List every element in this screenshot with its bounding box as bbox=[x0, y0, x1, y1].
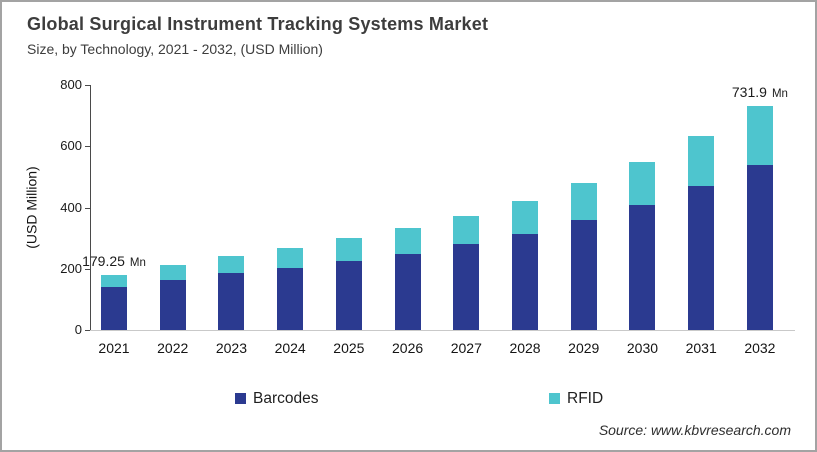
x-axis-line bbox=[90, 330, 795, 331]
x-tick-label-2027: 2027 bbox=[450, 340, 482, 356]
x-tick-label-2026: 2026 bbox=[392, 340, 424, 356]
bar-rfid-2022 bbox=[159, 265, 186, 281]
bar-rfid-2027 bbox=[453, 216, 480, 245]
total-label-value: 179.25 bbox=[82, 253, 125, 270]
bar-rfid-2026 bbox=[394, 228, 421, 254]
bar-barcodes-2027 bbox=[453, 244, 480, 330]
bar-rfid-2023 bbox=[218, 255, 245, 274]
y-tick-label-600: 600 bbox=[60, 138, 82, 154]
bar-barcodes-2021 bbox=[101, 287, 127, 330]
y-axis-line bbox=[90, 85, 91, 331]
x-tick-label-2030: 2030 bbox=[626, 340, 659, 356]
bar-barcodes-2023 bbox=[218, 273, 245, 330]
y-tick-label-800: 800 bbox=[60, 77, 82, 92]
x-tick-label-2021: 2021 bbox=[98, 340, 130, 356]
legend-label-barcodes: Barcodes bbox=[253, 390, 319, 407]
bar-barcodes-2028 bbox=[512, 234, 539, 330]
bar-rfid-2028 bbox=[512, 201, 539, 235]
y-tick-mark-600 bbox=[85, 146, 90, 148]
x-tick-label-2028: 2028 bbox=[509, 340, 541, 356]
bar-barcodes-2032 bbox=[746, 164, 773, 330]
bar-rfid-2025 bbox=[335, 238, 362, 262]
x-tick-label-2031: 2031 bbox=[685, 340, 717, 356]
x-tick-label-2032: 2032 bbox=[744, 340, 776, 356]
x-tick-label-2022: 2022 bbox=[157, 340, 189, 356]
bar-barcodes-2026 bbox=[394, 253, 421, 330]
total-label-unit: Mn bbox=[129, 257, 146, 270]
bar-barcodes-2022 bbox=[159, 280, 186, 330]
bar-rfid-2031 bbox=[688, 136, 715, 187]
total-label-value: 731.9 bbox=[731, 83, 767, 100]
total-label-unit: Mn bbox=[771, 87, 788, 100]
x-tick-label-2024: 2024 bbox=[274, 340, 306, 356]
legend-item-barcodes: Barcodes bbox=[235, 391, 318, 406]
total-label-2021: 179.25 Mn bbox=[82, 253, 146, 269]
bar-barcodes-2024 bbox=[277, 267, 304, 330]
chart-title: Global Surgical Instrument Tracking Syst… bbox=[27, 14, 489, 34]
legend-swatch-rfid bbox=[549, 393, 560, 404]
bar-barcodes-2029 bbox=[570, 220, 597, 330]
y-tick-label-200: 200 bbox=[60, 260, 82, 276]
bar-barcodes-2031 bbox=[688, 186, 715, 330]
legend-swatch-barcodes bbox=[235, 393, 246, 404]
source-text: Source: www.kbvresearch.com bbox=[598, 422, 791, 438]
y-tick-label-400: 400 bbox=[60, 199, 82, 215]
x-tick-label-2029: 2029 bbox=[568, 340, 600, 356]
legend-item-rfid: RFID bbox=[549, 391, 603, 406]
bar-rfid-2024 bbox=[277, 247, 304, 268]
bar-rfid-2032 bbox=[746, 105, 773, 165]
chart-subtitle: Size, by Technology, 2021 - 2032, (USD M… bbox=[27, 41, 323, 57]
y-tick-mark-200 bbox=[85, 268, 90, 270]
x-tick-label-2025: 2025 bbox=[333, 340, 365, 356]
y-tick-label-0: 0 bbox=[74, 322, 82, 337]
bar-rfid-2030 bbox=[629, 162, 656, 206]
legend-label-rfid: RFID bbox=[567, 390, 604, 407]
y-tick-mark-0 bbox=[85, 330, 90, 331]
bar-rfid-2021 bbox=[101, 275, 127, 288]
x-tick-label-2023: 2023 bbox=[215, 340, 248, 356]
bar-barcodes-2025 bbox=[335, 261, 362, 330]
bar-rfid-2029 bbox=[570, 183, 597, 221]
total-label-2032: 731.9 Mn bbox=[732, 84, 788, 100]
y-tick-mark-400 bbox=[85, 207, 90, 209]
bar-barcodes-2030 bbox=[629, 205, 656, 330]
y-tick-mark-800 bbox=[85, 85, 90, 86]
